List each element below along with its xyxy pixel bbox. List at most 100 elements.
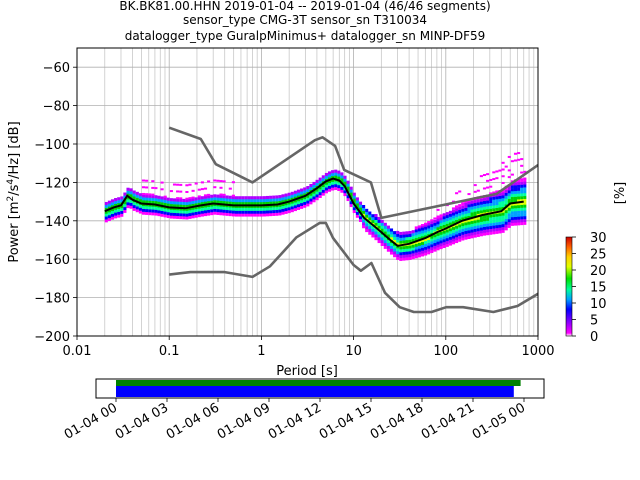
psd-bin [266,210,269,213]
psd-bin [185,184,188,186]
psd-bin [399,238,402,241]
psd-bin [511,185,514,188]
psd-bin [498,225,501,228]
psd-bin [427,228,430,231]
psd-bin [508,219,511,222]
psd-bin [443,245,446,248]
psd-bin [133,208,136,211]
psd-bin [250,213,253,216]
psd-bin [390,251,393,254]
psd-bin [464,211,467,214]
psd-bin [514,159,517,161]
psd-bin [164,196,167,198]
psd-bin [458,239,461,242]
psd-bin [185,198,188,200]
psd-bin [182,202,185,205]
psd-bin [402,246,405,249]
psd-bin [167,212,170,215]
psd-bin [409,237,412,240]
psd-bin [489,229,492,232]
psd-bin [157,213,160,216]
psd-bin [269,207,272,210]
psd-bin [108,201,111,204]
coverage-tick-label: 01-04 06 [164,400,222,442]
psd-bin [483,204,486,207]
psd-bin [300,200,303,203]
psd-bin [201,181,204,183]
psd-bin [235,208,238,211]
psd-bin [446,238,449,241]
psd-bin [458,216,461,219]
psd-bin [477,231,480,234]
colorbar-tick-label: 25 [590,248,607,263]
psd-bin [489,206,492,209]
psd-bin [204,207,207,210]
psd-bin [359,202,362,205]
psd-bin [405,231,408,234]
psd-bin [319,180,322,183]
psd-bin [114,212,117,215]
psd-bin [486,173,489,175]
psd-bin [384,240,387,243]
psd-bin [436,224,439,227]
psd-bin [436,247,439,250]
x-axis-label: Period [s] [276,364,338,379]
psd-bin [502,221,505,224]
psd-bin [402,255,405,258]
psd-bin [381,240,384,243]
psd-bin [486,206,489,209]
psd-bin [120,208,123,211]
psd-bin [167,201,170,204]
psd-bin [365,215,368,218]
psd-bin [424,232,427,235]
psd-bin [449,211,452,214]
psd-bin [123,204,126,207]
psd-bin [126,199,129,202]
psd-bin [486,203,489,206]
psd-bin [418,251,421,254]
psd-bin [405,254,408,257]
psd-bin [430,230,433,233]
psd-bin [480,199,483,202]
psd-bin [421,253,424,256]
psd-bin [201,208,204,211]
psd-bin [436,216,439,218]
psd-bin [405,240,408,243]
psd-bin [185,213,188,216]
psd-bin [424,241,427,244]
psd-bin [108,215,111,218]
psd-bin [508,193,511,196]
psd-bin [319,189,322,192]
psd-bin [508,222,511,225]
psd-bin [483,201,486,204]
psd-bin [514,191,517,194]
psd-bin [440,223,443,226]
psd-bin [399,252,402,255]
psd-bin [275,210,278,213]
psd-bin [322,193,325,196]
psd-bin [514,197,517,200]
psd-bin [126,188,129,191]
psd-bin [148,193,151,195]
psd-bin [312,182,315,185]
psd-bin [396,254,399,257]
psd-bin [424,250,427,253]
psd-bin [192,212,195,215]
psd-bin [179,197,182,199]
psd-bin [511,220,514,223]
psd-bin [105,213,108,216]
psd-bin [216,180,219,182]
psd-bin [241,208,244,211]
psd-bin [229,188,232,190]
psd-bin [489,220,492,223]
psd-bin [486,218,489,221]
psd-bin [399,246,402,249]
psd-bin [458,207,461,210]
psd-bin [455,234,458,237]
psd-bin [511,194,514,197]
psd-bin [238,199,241,202]
psd-bin [505,190,508,193]
psd-bin [216,209,219,212]
psd-bin [467,236,470,239]
psd-bin [130,191,133,194]
